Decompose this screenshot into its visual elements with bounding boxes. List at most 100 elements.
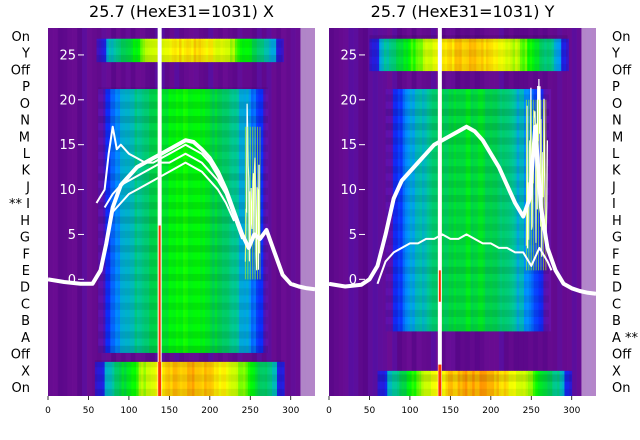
band-cell (217, 38, 221, 63)
band-striation (385, 166, 550, 174)
band-cell (200, 38, 204, 63)
band-cell (222, 38, 226, 63)
band-cell (487, 89, 491, 332)
band-main (98, 87, 269, 353)
band-cell (478, 38, 482, 72)
plot-area (329, 28, 596, 396)
band-cell (441, 89, 445, 332)
band-cell (464, 370, 468, 396)
band-cell (119, 361, 123, 396)
band-cell (228, 361, 232, 396)
band-cell (235, 361, 239, 396)
band-cell (456, 89, 459, 332)
band-cell (451, 89, 454, 332)
background-stripe (372, 28, 379, 396)
row-label: Off (612, 348, 632, 363)
plot-area (48, 28, 315, 396)
band-cell (225, 38, 229, 63)
band-cell (111, 361, 115, 396)
band-striation (385, 151, 550, 160)
band-cell (265, 89, 269, 353)
band-cell (521, 89, 525, 332)
band-striation (385, 209, 550, 217)
row-label: J (611, 180, 616, 195)
band-cell (534, 38, 538, 72)
band-cell (125, 38, 129, 63)
band-cell (539, 38, 543, 72)
band-cell (98, 38, 102, 63)
band-striation (98, 230, 269, 239)
band-cell (554, 370, 558, 396)
y-tick-label: 15 (340, 138, 357, 153)
background-stripe (67, 28, 73, 396)
band-cell (563, 38, 567, 72)
background-stripe (266, 28, 272, 396)
band-cell (428, 370, 432, 396)
band-cell (202, 89, 206, 353)
band-striation (98, 101, 269, 109)
band-cell (163, 89, 167, 353)
band-cell (143, 361, 147, 396)
band-cell (557, 370, 560, 396)
row-label: On (612, 30, 630, 45)
band-cell (211, 361, 215, 396)
band-striation (94, 388, 285, 396)
band-cell (184, 361, 188, 396)
band-striation (377, 374, 572, 382)
band-cell (262, 361, 266, 396)
background-stripe (276, 28, 282, 396)
band-cell (405, 38, 409, 72)
band-cell (230, 361, 234, 396)
y-tick-label: 25 (59, 48, 76, 63)
row-label: C (21, 297, 30, 312)
band-striation (385, 137, 550, 145)
band-cell (200, 89, 203, 353)
band-cell (431, 89, 435, 332)
band-cell (432, 38, 436, 72)
band-cell (476, 38, 480, 72)
band-cell (264, 361, 268, 396)
band-cell (155, 361, 159, 396)
band-cell (397, 89, 401, 332)
band-cell (179, 361, 183, 396)
band-cell (170, 89, 174, 353)
band-cell (191, 38, 195, 63)
band-cell (408, 38, 412, 72)
band-cell (465, 89, 469, 332)
band-cell (245, 361, 249, 396)
band-cell (203, 38, 207, 63)
x-tick-label: 50 (83, 406, 95, 416)
band-cell (188, 38, 192, 63)
band-cell (553, 38, 557, 72)
band-cell (273, 38, 277, 63)
background-stripe (382, 28, 388, 396)
band-cell (494, 370, 497, 396)
band-cell (192, 361, 195, 396)
band-cell (254, 38, 258, 63)
band-cell (146, 89, 150, 353)
band-cell (490, 89, 493, 332)
band-cell (111, 38, 114, 63)
band-cell (402, 89, 406, 332)
band-cell (130, 38, 134, 63)
band-cell (260, 89, 264, 353)
band-cell (278, 38, 282, 63)
band-cell (561, 38, 565, 72)
band-cell (401, 370, 405, 396)
band-cell (566, 370, 570, 396)
band-cell (537, 370, 541, 396)
band-cell (137, 89, 140, 353)
row-label: H (612, 214, 622, 229)
band-striation (385, 324, 550, 332)
band-cell (517, 38, 521, 72)
band-striation (98, 331, 269, 339)
profile-line-1 (95, 125, 244, 240)
row-label: N (20, 114, 30, 129)
x-tick-label: 100 (401, 406, 418, 416)
band-cell (472, 370, 476, 396)
band-cell (498, 38, 501, 72)
band-cell (207, 89, 211, 353)
band-cell (218, 361, 222, 396)
band-striation (98, 302, 269, 310)
band-cell (473, 89, 476, 332)
